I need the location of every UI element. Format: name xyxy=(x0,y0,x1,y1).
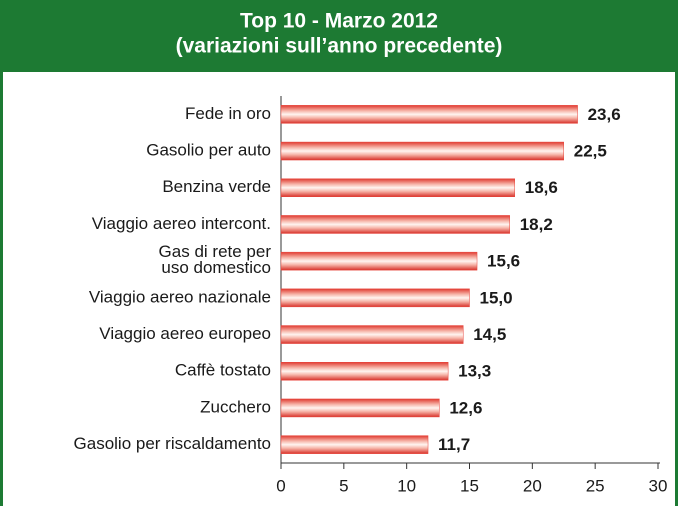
x-tick-label: 20 xyxy=(523,476,542,495)
x-tick-label: 30 xyxy=(649,476,668,495)
header xyxy=(0,0,678,72)
data-label: 18,2 xyxy=(520,215,553,234)
label-line: uso domestico xyxy=(161,259,271,278)
x-tick-label: 0 xyxy=(276,476,285,495)
x-tick-label: 10 xyxy=(397,476,416,495)
y-tick-label: Gasolio per auto xyxy=(146,141,271,160)
x-tick-label: 15 xyxy=(460,476,479,495)
y-tick-label: Viaggio aereo nazionale xyxy=(89,287,271,306)
bar xyxy=(280,215,510,234)
bar xyxy=(280,435,429,454)
data-label: 23,6 xyxy=(588,105,621,124)
bar xyxy=(280,178,515,197)
y-tick-label: Caffè tostato xyxy=(175,361,271,380)
bar xyxy=(280,251,478,271)
y-tick-label: Gasolio per riscaldamento xyxy=(74,434,271,453)
data-label: 15,0 xyxy=(480,288,513,307)
y-tick-label: Benzina verde xyxy=(162,177,271,196)
bar xyxy=(280,325,464,344)
data-label: 14,5 xyxy=(473,325,506,344)
x-tick-label: 5 xyxy=(339,476,348,495)
data-label: 11,7 xyxy=(438,435,470,454)
bar xyxy=(280,141,564,161)
label-line: Gas di rete per xyxy=(159,243,272,262)
data-label: 15,6 xyxy=(487,252,520,271)
chart-subtitle: (variazioni sull’anno precedente) xyxy=(176,35,503,58)
data-label: 18,6 xyxy=(525,178,558,197)
data-label: 13,3 xyxy=(458,362,491,381)
y-tick-label: Fede in oro xyxy=(185,104,271,123)
bar xyxy=(280,105,578,124)
y-tick-label: Viaggio aereo europeo xyxy=(99,324,271,343)
data-label: 22,5 xyxy=(574,142,607,161)
bar xyxy=(280,398,440,418)
bar xyxy=(280,288,470,308)
y-tick-label: Viaggio aereo intercont. xyxy=(92,214,271,233)
data-label: 12,6 xyxy=(449,398,482,417)
y-tick-label: Gas di rete per uso domestico xyxy=(159,243,272,278)
bar xyxy=(280,362,449,381)
chart-title: Top 10 - Marzo 2012 xyxy=(240,10,438,33)
x-tick-label: 25 xyxy=(586,476,605,495)
y-tick-label: Zucchero xyxy=(200,397,271,416)
